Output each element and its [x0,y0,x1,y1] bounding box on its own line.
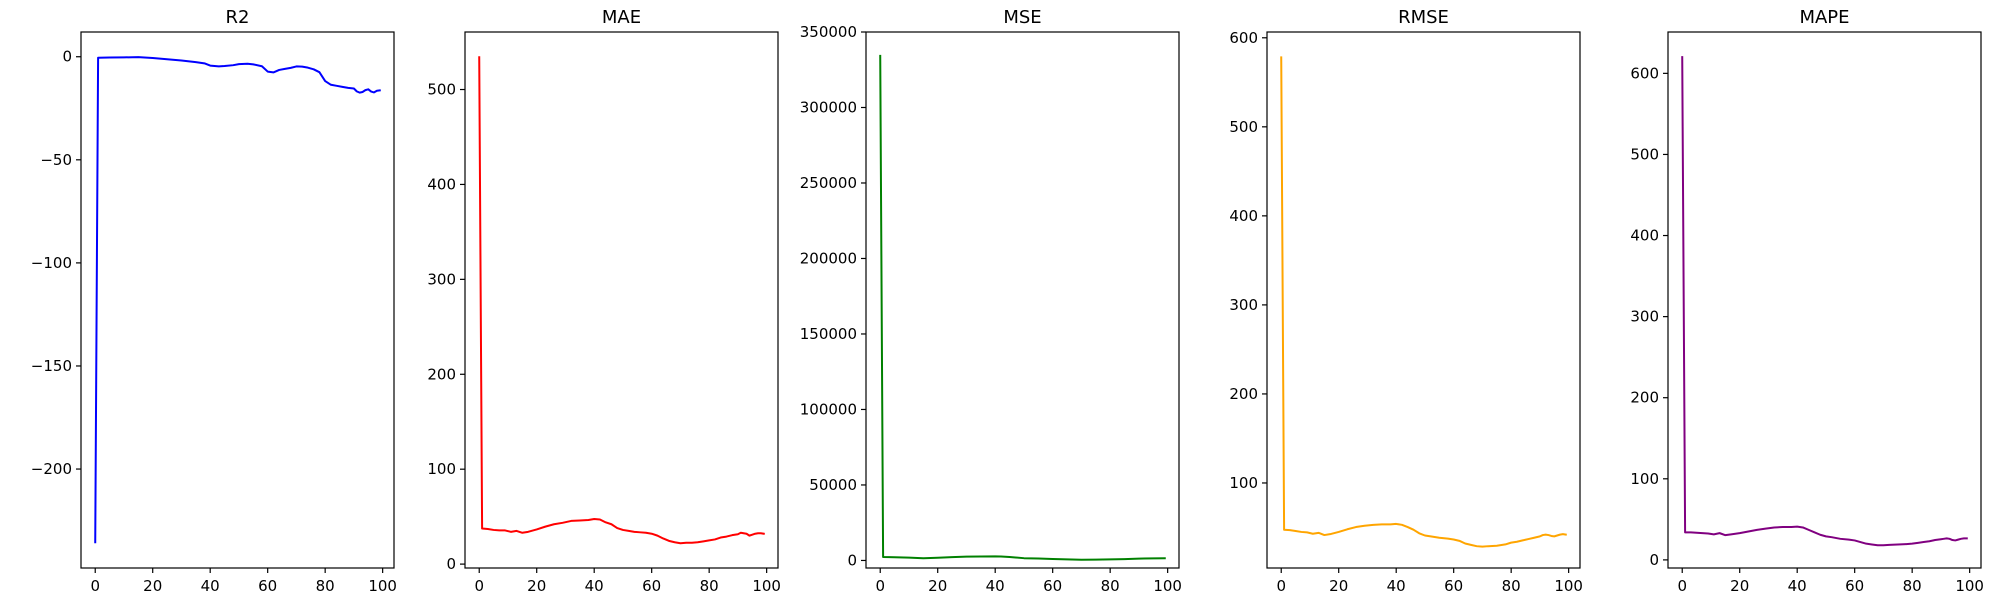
r2-title: R2 [226,7,250,28]
mae-x-tick-label: 100 [752,577,781,595]
mse-axes-frame [865,31,1180,569]
mape-x-tick-label: 100 [1955,577,1984,595]
mse-y-tick-label: 150000 [800,325,857,343]
mse-x-tick-label: 20 [928,577,947,595]
mae-x-tick-label: 20 [527,577,546,595]
rmse-x-tick-label: 40 [1387,577,1406,595]
mape-y-tick-label: 400 [1630,227,1659,245]
mse-y-tick-label: 200000 [800,249,857,267]
mae-y-tick-label: 400 [427,175,456,193]
rmse-y-tick-label: 600 [1229,29,1258,47]
mae-x-tick-label: 0 [474,577,484,595]
mape-x-tick-label: 20 [1730,577,1749,595]
mae-axes-frame [464,31,779,569]
mae-y-tick-label: 0 [446,555,456,573]
mae-title: MAE [602,7,641,28]
mae-y-tick-label: 300 [427,270,456,288]
mse-x-tick-label: 40 [986,577,1005,595]
rmse-x-tick-label: 80 [1502,577,1521,595]
mape-x-tick-label: 60 [1845,577,1864,595]
mse-x-tick-label: 60 [1043,577,1062,595]
mae-x-tick-label: 80 [700,577,719,595]
r2-y-tick-label: −150 [31,357,72,375]
mse-subplot: MSE 0 20 40 60 80 100 0 50000 100000 150000 200000 2… [800,7,1182,595]
mape-x-tick-label: 0 [1677,577,1687,595]
rmse-y-tick-label: 500 [1229,118,1258,136]
rmse-x-tick-label: 100 [1554,577,1583,595]
r2-axes-frame [80,31,395,569]
mae-series-line [478,56,765,545]
mse-y-tick-label: 100000 [800,400,857,418]
mae-x-tick-label: 40 [585,577,604,595]
mape-axes-frame [1667,31,1982,569]
mae-y-tick-label: 500 [427,81,456,99]
mse-y-tick-label: 350000 [800,23,857,41]
mape-y-tick-label: 500 [1630,145,1659,163]
rmse-y-tick-label: 300 [1229,296,1258,314]
r2-y-tick-label: 0 [62,48,72,66]
rmse-axes-frame [1266,31,1581,569]
mse-x-tick-label: 0 [875,577,885,595]
rmse-y-tick-label: 200 [1229,385,1258,403]
r2-x-tick-label: 0 [90,577,100,595]
r2-series-line [94,56,381,544]
mse-x-tick-label: 80 [1101,577,1120,595]
mape-series-line [1681,56,1968,547]
mse-y-tick-label: 300000 [800,98,857,116]
mape-y-tick-label: 0 [1649,551,1659,569]
mae-y-tick-label: 200 [427,365,456,383]
r2-x-tick-label: 60 [258,577,277,595]
mse-y-tick-label: 0 [847,551,857,569]
r2-subplot: R2 0 20 40 60 80 100 0 −50 −100 −150 −200 [31,7,397,595]
rmse-y-tick-label: 100 [1229,474,1258,492]
r2-y-tick-label: −100 [31,254,72,272]
mape-y-tick-label: 100 [1630,470,1659,488]
rmse-series-line [1280,56,1567,548]
r2-x-tick-label: 40 [201,577,220,595]
r2-x-tick-label: 20 [143,577,162,595]
mape-subplot: MAPE 0 20 40 60 80 100 0 100 200 300 400 500 600 [1630,7,1984,595]
rmse-x-tick-label: 0 [1276,577,1286,595]
rmse-x-tick-label: 20 [1329,577,1348,595]
mape-x-tick-label: 80 [1903,577,1922,595]
rmse-x-tick-label: 60 [1444,577,1463,595]
mape-y-tick-label: 200 [1630,389,1659,407]
r2-x-tick-label: 100 [368,577,397,595]
mape-y-tick-label: 600 [1630,64,1659,82]
mae-subplot: MAE 0 20 40 60 80 100 0 100 200 300 400 500 [427,7,781,595]
mape-y-tick-label: 300 [1630,308,1659,326]
mse-series-line [879,54,1166,561]
rmse-y-tick-label: 400 [1229,207,1258,225]
mape-title: MAPE [1799,7,1849,28]
mae-x-tick-label: 60 [642,577,661,595]
r2-y-tick-label: −200 [31,460,72,478]
rmse-subplot: RMSE 0 20 40 60 80 100 100 200 300 400 500 600 [1229,7,1583,595]
mse-x-tick-label: 100 [1153,577,1182,595]
rmse-title: RMSE [1398,7,1449,28]
mse-y-tick-label: 50000 [809,476,857,494]
r2-y-tick-label: −50 [40,151,72,169]
mse-y-tick-label: 250000 [800,174,857,192]
mse-title: MSE [1003,7,1041,28]
r2-x-tick-label: 80 [316,577,335,595]
mape-x-tick-label: 40 [1788,577,1807,595]
mae-y-tick-label: 100 [427,460,456,478]
